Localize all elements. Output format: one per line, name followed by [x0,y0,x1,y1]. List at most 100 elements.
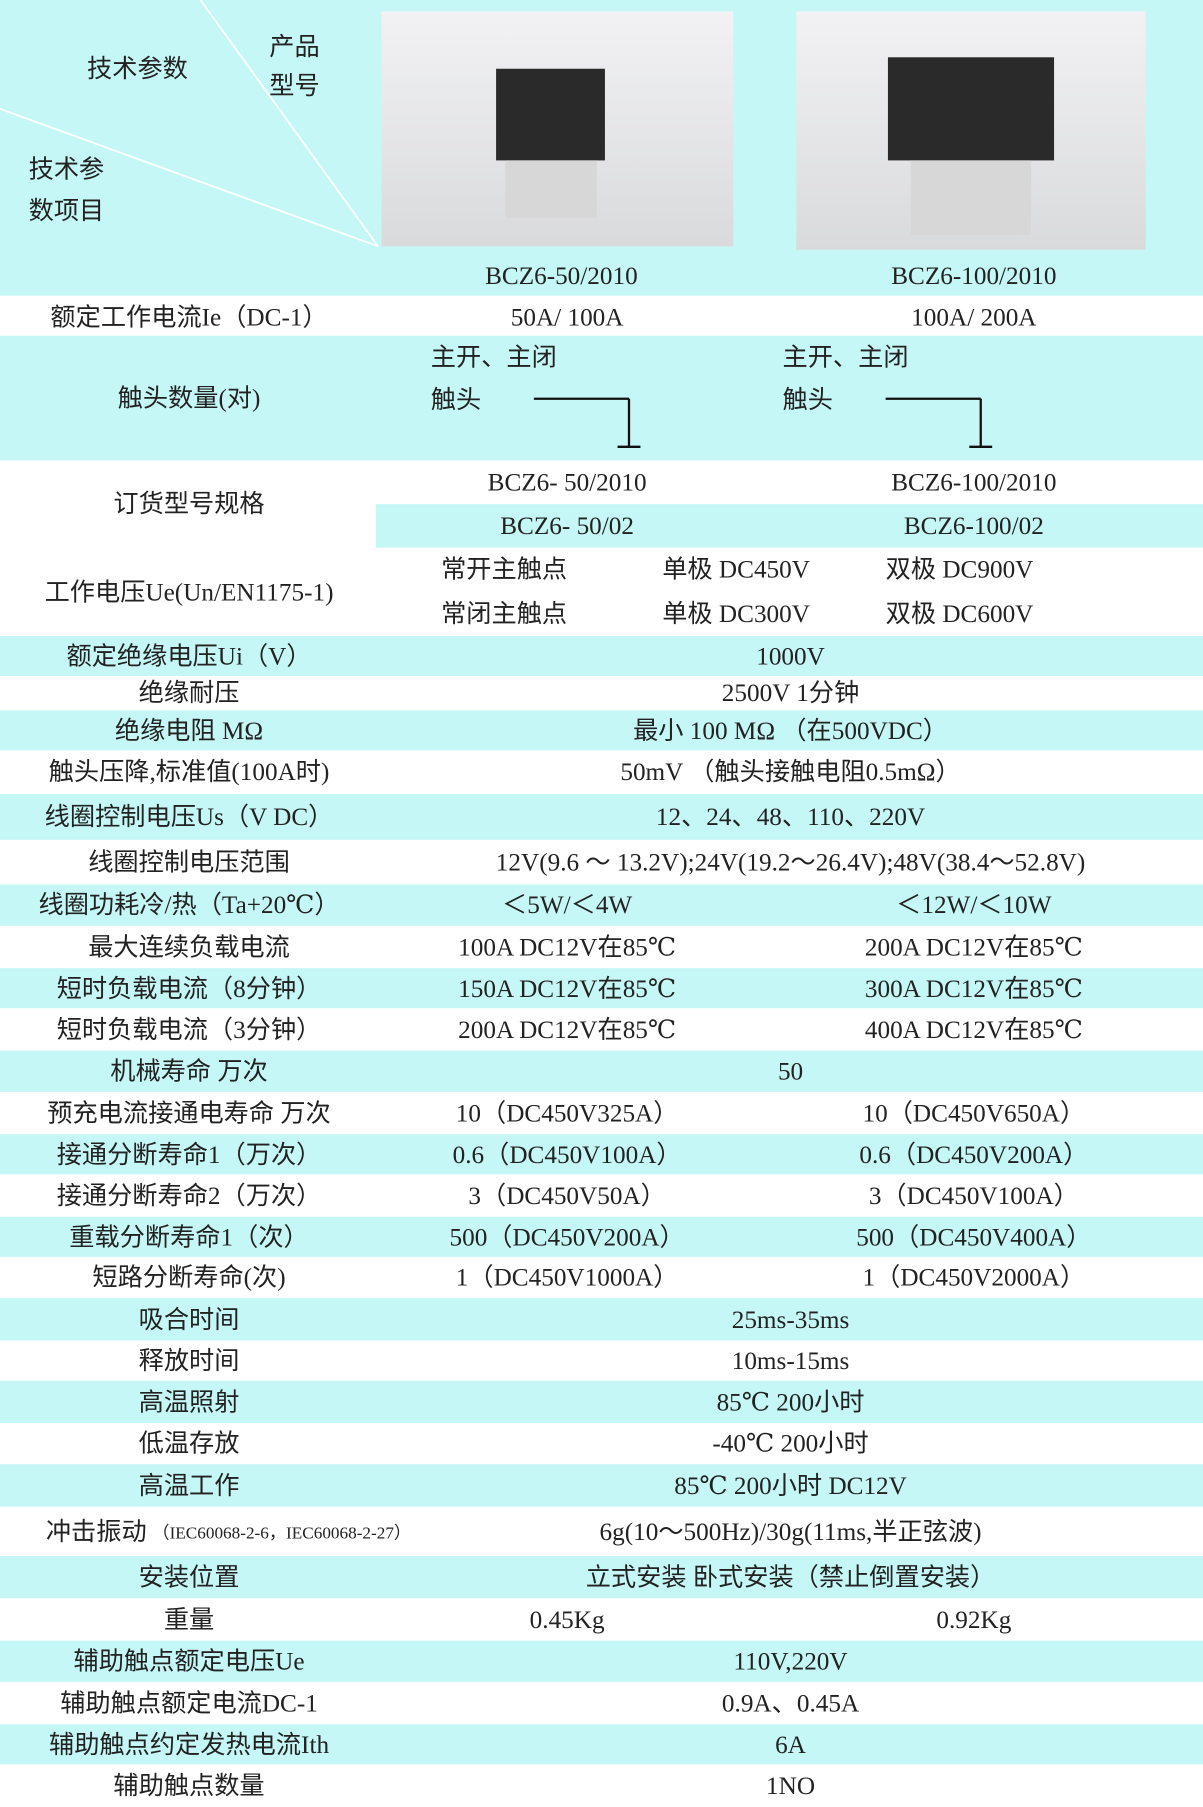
row-label: 工作电压Ue(Un/EN1175-1) [44,576,334,606]
cell-value: 200A DC12V在85℃ [458,1014,677,1044]
row-label: 释放时间 [138,1345,240,1375]
row-label: 辅助触点额定电流DC-1 [60,1688,318,1717]
cell-value: 12、24、48、110、220V [655,801,926,831]
cell-value: 85℃ 200小时 DC12V [674,1470,907,1500]
cell-value: 最小 100 MΩ （在500VDC） [633,715,949,745]
corner-label: 技术参数 [87,53,188,83]
cell-value: 50mV （触头接触电阻0.5mΩ） [620,757,961,786]
row-label: 线圈功耗冷/热（Ta+20℃） [38,890,340,919]
row-label: 接通分断寿命2（万次） [56,1180,322,1210]
cell-value: 25ms-35ms [731,1304,850,1334]
row-label: 绝缘耐压 [138,678,240,707]
cell-value: 2500V 1分钟 [721,678,860,707]
row-label: 线圈控制电压Us（V DC） [44,801,334,831]
row-bg [0,793,1203,840]
row-label: 触头压降,标准值(100A时) [48,757,330,786]
cell-value: 100A DC12V在85℃ [458,932,677,961]
row-bg [0,1555,1203,1599]
row-label: 线圈控制电压范围 [88,847,290,876]
row-label: 绝缘电阻 MΩ [114,715,264,745]
row-label: 订货型号规格 [113,489,265,518]
model-name: BCZ6-100/2010 [891,261,1057,290]
row-label: 低温存放 [138,1428,240,1458]
row-label: 最大连续负载电流 [88,932,290,961]
row-bg [0,710,1203,751]
cell-value: BCZ6- 50/2010 [487,467,647,497]
cell-value: 12V(9.6 ～ 13.2V);24V(19.2～26.4V);48V(38.… [495,847,1086,876]
row-label: 短时负载电流（8分钟） [56,973,322,1002]
cell-value: 150A DC12V在85℃ [458,973,677,1002]
cell-value: 10ms-15ms [731,1345,850,1375]
row-label: 安装位置 [138,1562,240,1591]
corner-label: 型号 [269,71,320,100]
cell-value: 6A [775,1729,806,1759]
row-bg [0,1216,1203,1257]
corner-label: 数项目 [28,195,105,225]
cell-value: 1（DC450V1000A） [455,1262,679,1292]
cell-value: 0.92Kg [936,1604,1012,1634]
row-label: 高温照射 [138,1386,240,1416]
corner-label: 技术参 [28,154,105,184]
cell-value: 300A DC12V在85℃ [864,973,1083,1002]
cell-value: -40℃ 200小时 [712,1428,869,1458]
row-bg [0,1050,1203,1092]
row-label: 预充电流接通电寿命 万次 [47,1098,331,1127]
row-label-note: （IEC60068-2-6，IEC60068-2-27） [152,1524,412,1544]
row-label: 高温工作 [138,1470,240,1500]
cell-value: 10（DC450V325A） [455,1098,679,1127]
row-bg [375,504,1203,548]
cell-value: 50A/ 100A [510,301,624,331]
row-label: 机械寿命 万次 [110,1056,268,1085]
cell-value: 110V,220V [733,1646,848,1676]
cell-value: 3（DC450V50A） [468,1180,666,1210]
cell-value: BCZ6- 50/02 [500,510,634,540]
row-label: 接通分断寿命1（万次） [56,1139,322,1169]
cell-value: 500（DC450V200A） [449,1221,685,1251]
row-label: 冲击振动 [45,1516,147,1545]
row-bg [0,1640,1203,1682]
model-name: BCZ6-50/2010 [485,261,638,290]
cell-value: 0.45Kg [529,1604,605,1634]
cell-value: 10（DC450V650A） [862,1098,1086,1127]
row-label: 辅助触点约定发热电流Ith [48,1729,330,1759]
row-label: 重载分断寿命1（次） [69,1221,309,1251]
row-label: 重量 [163,1604,215,1634]
cell-value: 0.6（DC450V200A） [859,1139,1089,1169]
cell-value: 500（DC450V400A） [856,1221,1092,1251]
cell-value: 立式安装 卧式安装（禁止倒置安装） [585,1562,996,1591]
cell-value: 50 [777,1056,804,1085]
cell-value: 6g(10～500Hz)/30g(11ms,半正弦波) [599,1516,982,1545]
cell-value: 1（DC450V2000A） [862,1262,1086,1292]
cell-value: 0.6（DC450V100A） [452,1139,682,1169]
cell-value: 100A/ 200A [911,301,1037,331]
row-label: 触头数量(对) [117,383,261,412]
row-bg [0,968,1203,1009]
row-label: 额定工作电流Ie（DC-1） [50,301,328,331]
product-photo [796,11,1146,250]
row-label: 额定绝缘电压Ui（V） [66,641,312,670]
cell-value: ＜12W/＜10W [896,890,1052,919]
row-bg [0,1464,1203,1507]
row-bg [0,1724,1203,1765]
cell-value: 3（DC450V100A） [868,1180,1079,1210]
row-label: 辅助触点数量 [113,1770,265,1800]
row-label: 吸合时间 [138,1304,240,1334]
cell-value: 1NO [766,1770,816,1800]
row-label: 辅助触点额定电压Ue [73,1646,305,1676]
cell-value: BCZ6-100/02 [903,510,1044,540]
row-label: 短时负载电流（3分钟） [56,1014,322,1044]
cell-value: 85℃ 200小时 [716,1386,865,1416]
row-bg [0,1380,1203,1423]
row-bg [0,1134,1203,1175]
product-photo [381,11,734,247]
cell-value: 200A DC12V在85℃ [864,932,1083,961]
corner-label: 产品 [269,32,320,61]
cell-value: 400A DC12V在85℃ [864,1014,1083,1044]
cell-value: ＜5W/＜4W [502,890,633,919]
cell-value: 1000V [756,641,825,670]
cell-value: 0.9A、0.45A [721,1688,860,1717]
cell-value: BCZ6-100/2010 [891,467,1057,497]
row-bg [0,1298,1203,1341]
